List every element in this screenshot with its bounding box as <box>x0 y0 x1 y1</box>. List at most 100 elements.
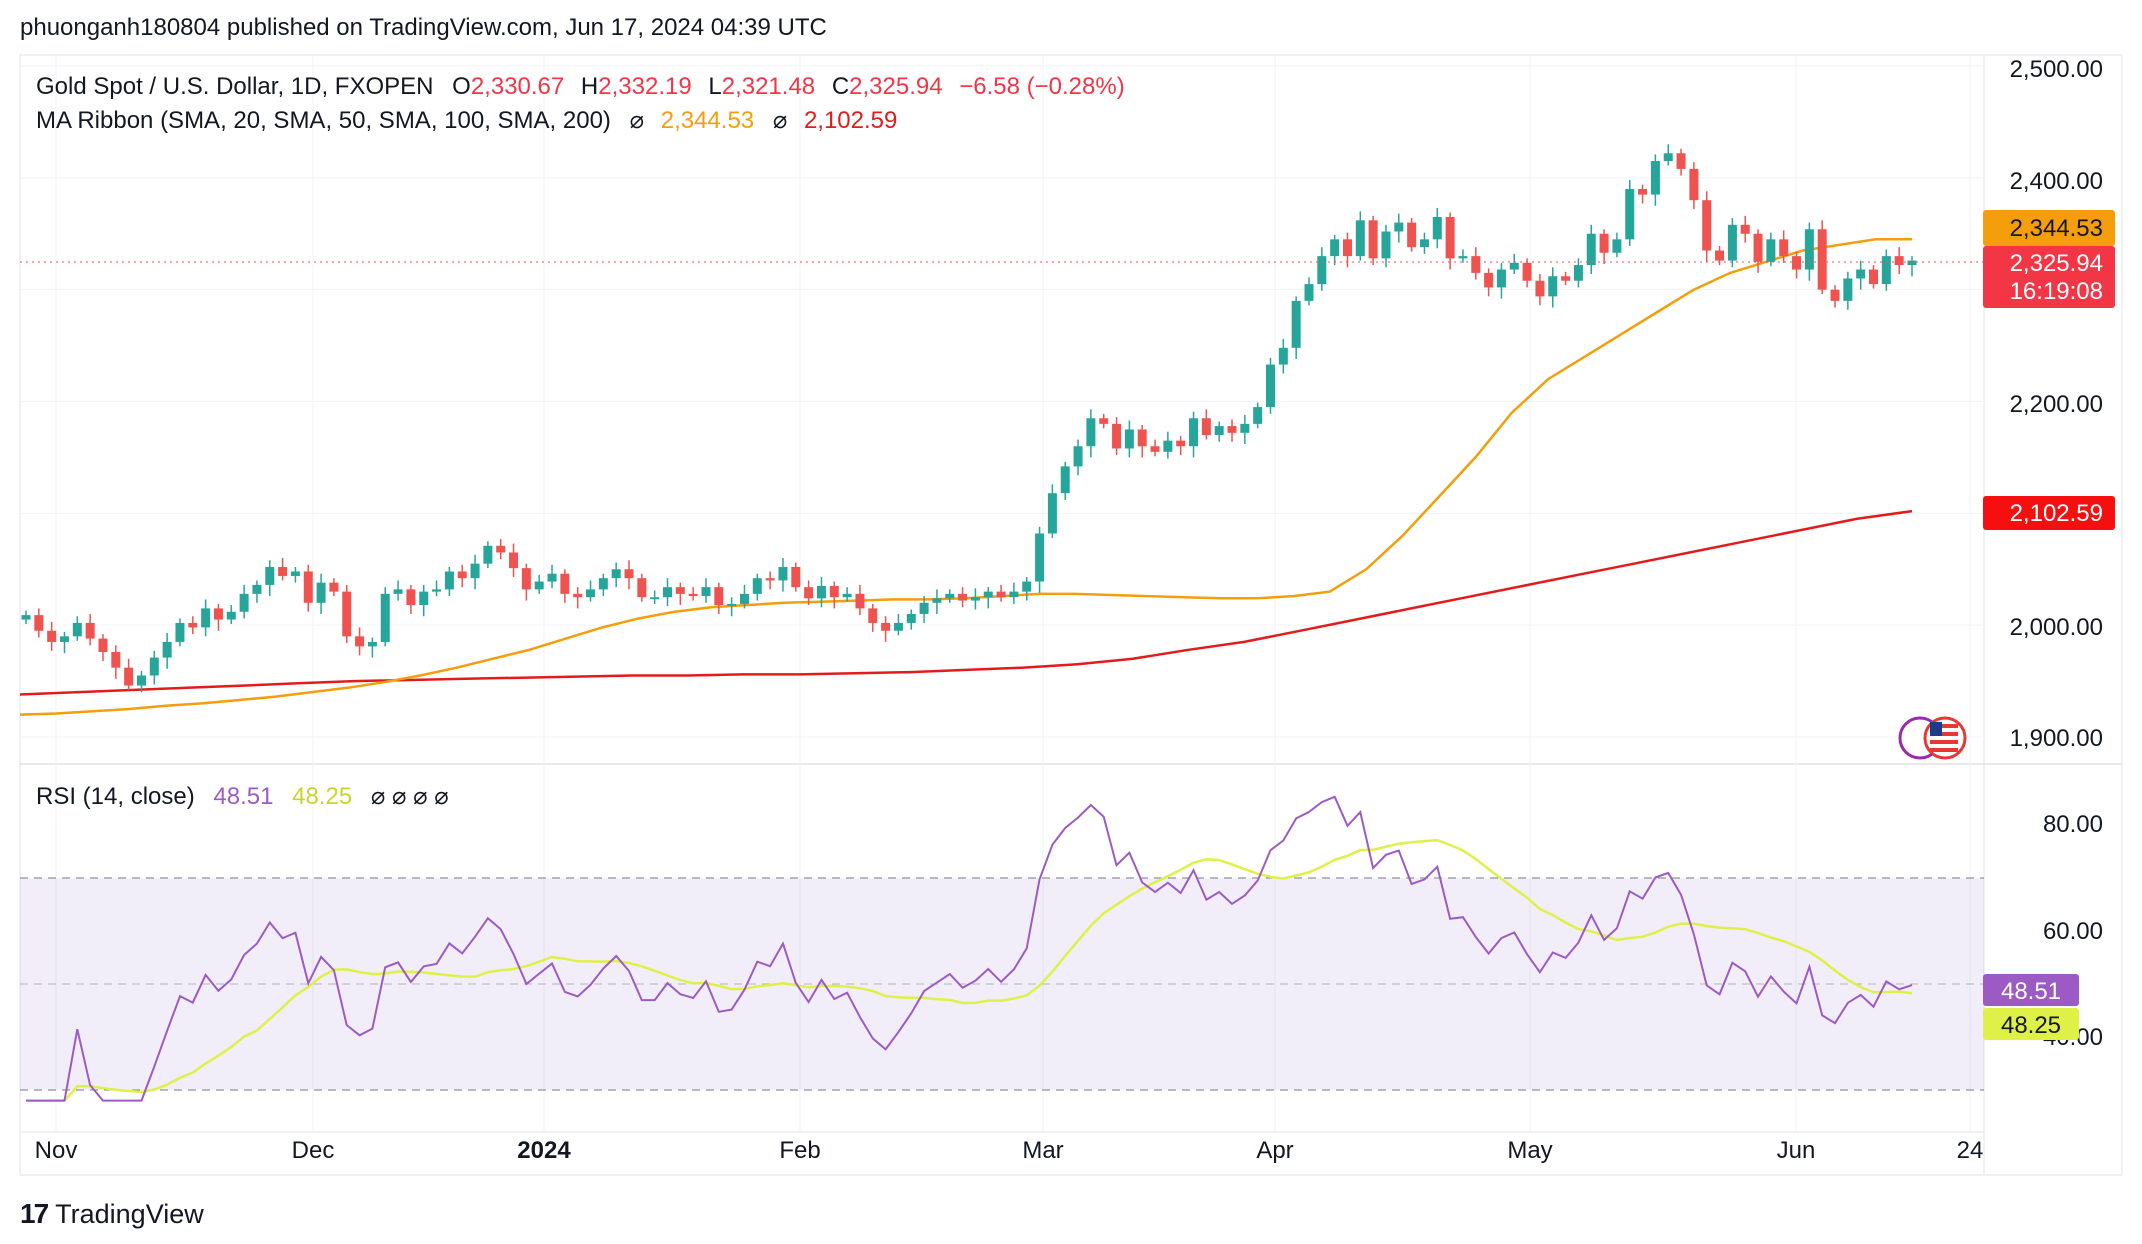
candle-body <box>701 587 711 597</box>
candle-body <box>868 608 878 623</box>
candle-body <box>573 593 583 598</box>
candle-body <box>1727 224 1737 261</box>
candle-body <box>1047 493 1057 534</box>
candle-body <box>1856 269 1866 279</box>
candle-body <box>1163 440 1173 452</box>
legend-close: 2,325.94 <box>849 73 942 100</box>
candle-body <box>1881 256 1891 285</box>
candle-body <box>765 578 775 581</box>
candle-body <box>675 587 685 594</box>
candle-body <box>329 582 339 592</box>
candle-body <box>1689 168 1699 201</box>
candle-body <box>1586 233 1596 266</box>
time-tick: Nov <box>35 1137 78 1164</box>
last-price-label <box>1983 246 2115 308</box>
rsi-label: RSI (14, close) <box>36 783 195 810</box>
candle-body <box>136 675 146 686</box>
candle-body <box>1330 239 1340 257</box>
rsi-value-text: 48.51 <box>2001 978 2061 1005</box>
candle-body <box>1650 161 1660 195</box>
candle-body <box>624 569 634 579</box>
ma-icon: ⌀ <box>773 107 787 134</box>
candle-body <box>1137 429 1147 447</box>
candle-body <box>432 589 442 592</box>
footer-brand[interactable]: 17 TradingView <box>20 1198 204 1230</box>
candle-body <box>1804 229 1814 270</box>
candle-body <box>1676 153 1686 169</box>
candle-body <box>1561 276 1571 281</box>
rsi-ma-text: 48.25 <box>2001 1012 2061 1039</box>
candle-body <box>496 545 506 553</box>
candle-body <box>919 602 929 614</box>
rsi-legend-v1: 48.51 <box>213 783 273 810</box>
candle-body <box>1253 407 1263 424</box>
candle-body <box>983 591 993 598</box>
price-tick: 2,000.00 <box>2010 614 2103 641</box>
candle-body <box>1317 256 1327 285</box>
candle-body <box>1471 256 1481 273</box>
candle-body <box>1266 364 1276 408</box>
candle-body <box>688 593 698 597</box>
tradingview-logo-icon: 17 <box>20 1198 49 1229</box>
chart-frame <box>19 54 2123 1176</box>
candle-body <box>816 586 826 599</box>
candle-body <box>778 567 788 581</box>
candle-body <box>1073 446 1083 467</box>
candle-body <box>804 587 814 599</box>
last-price-text: 2,325.94 <box>2010 250 2103 277</box>
candle-body <box>316 582 326 603</box>
candle-body <box>1740 224 1750 234</box>
candle-body <box>1124 429 1134 449</box>
brand-name: TradingView <box>55 1198 204 1229</box>
legend-change: −6.58 (−0.28%) <box>959 73 1124 100</box>
candle-body <box>1240 423 1250 433</box>
candle-body <box>586 589 596 598</box>
candle-body <box>1291 300 1301 348</box>
candle-body <box>457 571 467 579</box>
legend-c-label: C <box>832 73 849 100</box>
candle-body <box>47 630 57 642</box>
rsi-legend: RSI (14, close) 48.51 48.25 ⌀ ⌀ ⌀ ⌀ <box>36 783 449 810</box>
candle-body <box>739 593 749 604</box>
candle-body <box>175 622 185 642</box>
candle-body <box>1342 239 1352 257</box>
rsi-tick: 60.00 <box>2043 918 2103 945</box>
candle-body <box>21 615 31 620</box>
candle-body <box>534 581 544 590</box>
rsi-lines <box>26 795 1913 1102</box>
price-tick: 2,500.00 <box>2010 56 2103 83</box>
candle-body <box>1099 418 1109 424</box>
candle-body <box>252 584 262 594</box>
candle-body <box>1484 272 1494 288</box>
ma200-price-text: 2,102.59 <box>2010 500 2103 527</box>
candle-body <box>1715 250 1725 261</box>
candle-body <box>829 586 839 598</box>
candle-body <box>355 636 365 647</box>
legend-low: 2,321.48 <box>722 73 815 100</box>
time-tick: Apr <box>1256 1137 1293 1164</box>
candle-body <box>1548 276 1558 297</box>
us-flag-icon[interactable] <box>1898 716 1967 760</box>
ma50-price-text: 2,344.53 <box>2010 215 2103 242</box>
price-tick: 1,900.00 <box>2010 725 2103 752</box>
candle-body <box>1458 256 1468 259</box>
candle-body <box>1407 222 1417 248</box>
candle-body <box>1702 200 1712 251</box>
ma200-price-label <box>1983 496 2115 530</box>
candle-body <box>1201 418 1211 436</box>
candle-body <box>893 622 903 631</box>
candle-body <box>727 603 737 606</box>
candle-body <box>419 591 429 606</box>
candle-body <box>1843 278 1853 301</box>
sma200-polyline <box>19 509 1913 696</box>
candle-body <box>509 552 519 569</box>
candle-body <box>1189 418 1199 447</box>
candle-body <box>380 593 390 642</box>
rsi-tick: 80.00 <box>2043 811 2103 838</box>
candle-body <box>124 667 134 686</box>
time-tick: 24 <box>1957 1137 1984 1164</box>
ma50-polyline <box>19 238 1912 716</box>
candle-body <box>1535 280 1545 297</box>
rsi-polyline <box>26 795 1913 1102</box>
